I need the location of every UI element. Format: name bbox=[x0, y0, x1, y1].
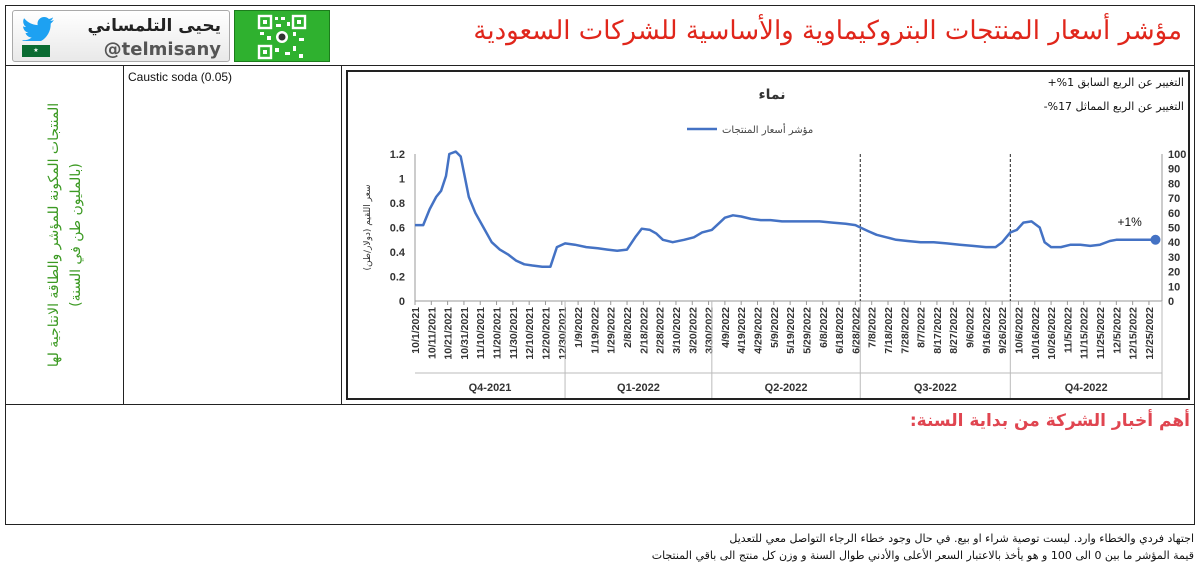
twitter-bird-icon bbox=[21, 17, 54, 41]
quarter-label: Q4-2022 bbox=[1065, 382, 1108, 394]
flag-icon: ★ bbox=[22, 45, 50, 57]
y-right-tick-label: 100 bbox=[1168, 149, 1186, 161]
y-right-tick-label: 0 bbox=[1168, 296, 1174, 308]
chart-title: نماء bbox=[758, 87, 785, 103]
x-tick-label: 12/30/2021 bbox=[557, 307, 569, 360]
y-right-tick-label: 30 bbox=[1168, 252, 1180, 264]
quarter-label: Q3-2022 bbox=[914, 382, 957, 394]
x-tick-label: 7/18/2022 bbox=[883, 307, 895, 354]
x-tick-label: 2/28/2022 bbox=[655, 307, 667, 354]
products-list-panel: Caustic soda (0.05) bbox=[124, 66, 342, 404]
x-tick-label: 9/26/2022 bbox=[997, 307, 1009, 354]
y-right-tick-label: 40 bbox=[1168, 237, 1180, 249]
x-tick-label: 10/21/2021 bbox=[443, 307, 455, 360]
brand-card: ★ يحيى التلمساني @telmisany bbox=[12, 10, 230, 62]
x-tick-label: 3/10/2022 bbox=[671, 307, 683, 354]
x-tick-label: 11/15/2022 bbox=[1079, 307, 1091, 359]
x-tick-label: 1/9/2022 bbox=[573, 307, 585, 348]
y-left-tick-label: 0.4 bbox=[390, 247, 406, 259]
x-tick-label: 11/25/2022 bbox=[1095, 307, 1107, 359]
change-annotation: +1% bbox=[1117, 215, 1142, 229]
x-tick-label: 5/29/2022 bbox=[801, 307, 813, 354]
product-item: Caustic soda (0.05) bbox=[128, 70, 233, 84]
x-tick-label: 4/19/2022 bbox=[736, 307, 748, 354]
legend-label: مؤشر أسعار المنتجات bbox=[722, 123, 813, 136]
series-line bbox=[415, 150, 1156, 268]
news-panel: أهم أخبار الشركة من بداية السنة: bbox=[6, 404, 1194, 524]
x-tick-label: 5/19/2022 bbox=[785, 307, 797, 354]
y-left-tick-label: 0.6 bbox=[390, 223, 405, 235]
x-tick-label: 5/9/2022 bbox=[769, 307, 781, 348]
x-tick-label: 8/17/2022 bbox=[932, 307, 944, 354]
quarter-label: Q1-2022 bbox=[617, 382, 660, 394]
y-right-tick-label: 90 bbox=[1168, 164, 1180, 176]
x-tick-label: 6/18/2022 bbox=[834, 307, 846, 354]
x-tick-label: 7/28/2022 bbox=[899, 307, 911, 354]
x-tick-label: 12/15/2022 bbox=[1128, 307, 1140, 360]
x-tick-label: 3/30/2022 bbox=[704, 307, 716, 354]
x-tick-label: 11/30/2021 bbox=[508, 307, 520, 359]
x-tick-label: 12/10/2021 bbox=[524, 307, 536, 360]
y-left-tick-label: 0 bbox=[399, 296, 405, 308]
x-tick-label: 7/8/2022 bbox=[867, 307, 879, 348]
qr-code-icon bbox=[234, 10, 330, 62]
x-tick-label: 11/20/2021 bbox=[492, 307, 504, 359]
y-right-tick-label: 10 bbox=[1168, 281, 1180, 293]
x-tick-label: 6/28/2022 bbox=[850, 307, 862, 354]
disclaimer-line: اجتهاد فردي والخطاء وارد. ليست توصية شرا… bbox=[729, 532, 1194, 545]
y-left-axis-label: سعر اللقيم (دولار/طن) bbox=[363, 185, 373, 271]
x-tick-label: 8/7/2022 bbox=[916, 307, 928, 348]
x-tick-label: 9/16/2022 bbox=[981, 307, 993, 354]
x-tick-label: 12/25/2022 bbox=[1144, 307, 1156, 360]
x-tick-label: 6/8/2022 bbox=[818, 307, 830, 348]
products-label: المنتجات المكونة للمؤشر والطاقة الانتاجي… bbox=[46, 102, 84, 368]
x-tick-label: 10/6/2022 bbox=[1013, 307, 1025, 354]
x-tick-label: 10/16/2022 bbox=[1030, 307, 1042, 360]
index-note-line: قيمة المؤشر ما بين 0 الى 100 و هو يأخذ ب… bbox=[651, 549, 1194, 562]
x-tick-label: 10/11/2021 bbox=[426, 307, 438, 359]
brand-handle: @telmisany bbox=[103, 39, 221, 60]
x-tick-label: 9/6/2022 bbox=[965, 307, 977, 348]
page-title: مؤشر أسعار المنتجات البتروكيماوية والأسا… bbox=[473, 16, 1182, 46]
y-left-tick-label: 1.2 bbox=[390, 149, 405, 161]
x-tick-label: 1/29/2022 bbox=[606, 307, 618, 354]
qoq-change: التغيير عن الربع السابق 1%+ bbox=[1047, 76, 1184, 89]
news-title: أهم أخبار الشركة من بداية السنة: bbox=[909, 411, 1190, 431]
x-tick-label: 1/19/2022 bbox=[589, 307, 601, 354]
x-tick-label: 4/9/2022 bbox=[720, 307, 732, 348]
footer-disclaimer: اجتهاد فردي والخطاء وارد. ليست توصية شرا… bbox=[194, 530, 1194, 564]
y-right-tick-label: 20 bbox=[1168, 267, 1180, 279]
chart-panel: نماء مؤشر أسعار المنتجات 0 0.2 0.4 0.6 0.8 1 1.2… bbox=[342, 66, 1194, 404]
x-tick-label: 10/31/2021 bbox=[459, 307, 471, 360]
y-right-tick-label: 70 bbox=[1168, 193, 1180, 205]
series-end-marker bbox=[1150, 234, 1161, 245]
report-frame: ★ يحيى التلمساني @telmisany bbox=[5, 5, 1195, 525]
price-index-chart: نماء مؤشر أسعار المنتجات 0 0.2 0.4 0.6 0.8 1 1.2… bbox=[346, 70, 1190, 400]
x-tick-label: 12/5/2022 bbox=[1111, 307, 1123, 354]
quarter-label: Q2-2022 bbox=[765, 382, 808, 394]
header: ★ يحيى التلمساني @telmisany bbox=[6, 6, 1194, 66]
products-label-panel: المنتجات المكونة للمؤشر والطاقة الانتاجي… bbox=[6, 66, 124, 404]
brand-name: يحيى التلمساني bbox=[87, 16, 221, 36]
x-tick-label: 10/26/2022 bbox=[1046, 307, 1058, 360]
quarter-label: Q4-2021 bbox=[469, 382, 512, 394]
x-tick-label: 8/27/2022 bbox=[948, 307, 960, 354]
y-right-tick-label: 80 bbox=[1168, 178, 1180, 190]
x-tick-label: 2/8/2022 bbox=[622, 307, 634, 348]
x-tick-label: 4/29/2022 bbox=[753, 307, 765, 354]
y-left-tick-label: 1 bbox=[399, 174, 405, 186]
x-tick-label: 3/20/2022 bbox=[687, 307, 699, 354]
chart-border bbox=[346, 70, 1190, 400]
y-left-tick-label: 0.8 bbox=[390, 198, 405, 210]
y-right-tick-label: 60 bbox=[1168, 208, 1180, 220]
x-tick-label: 11/10/2021 bbox=[475, 307, 487, 359]
y-right-tick-label: 50 bbox=[1168, 223, 1180, 235]
yoy-change: التغيير عن الربع المماثل 17%- bbox=[1043, 100, 1184, 113]
x-tick-label: 11/5/2022 bbox=[1062, 307, 1074, 353]
y-left-tick-label: 0.2 bbox=[390, 272, 405, 284]
x-tick-label: 2/18/2022 bbox=[638, 307, 650, 354]
x-tick-label: 10/1/2021 bbox=[410, 307, 422, 354]
x-tick-label: 12/20/2021 bbox=[540, 307, 552, 360]
